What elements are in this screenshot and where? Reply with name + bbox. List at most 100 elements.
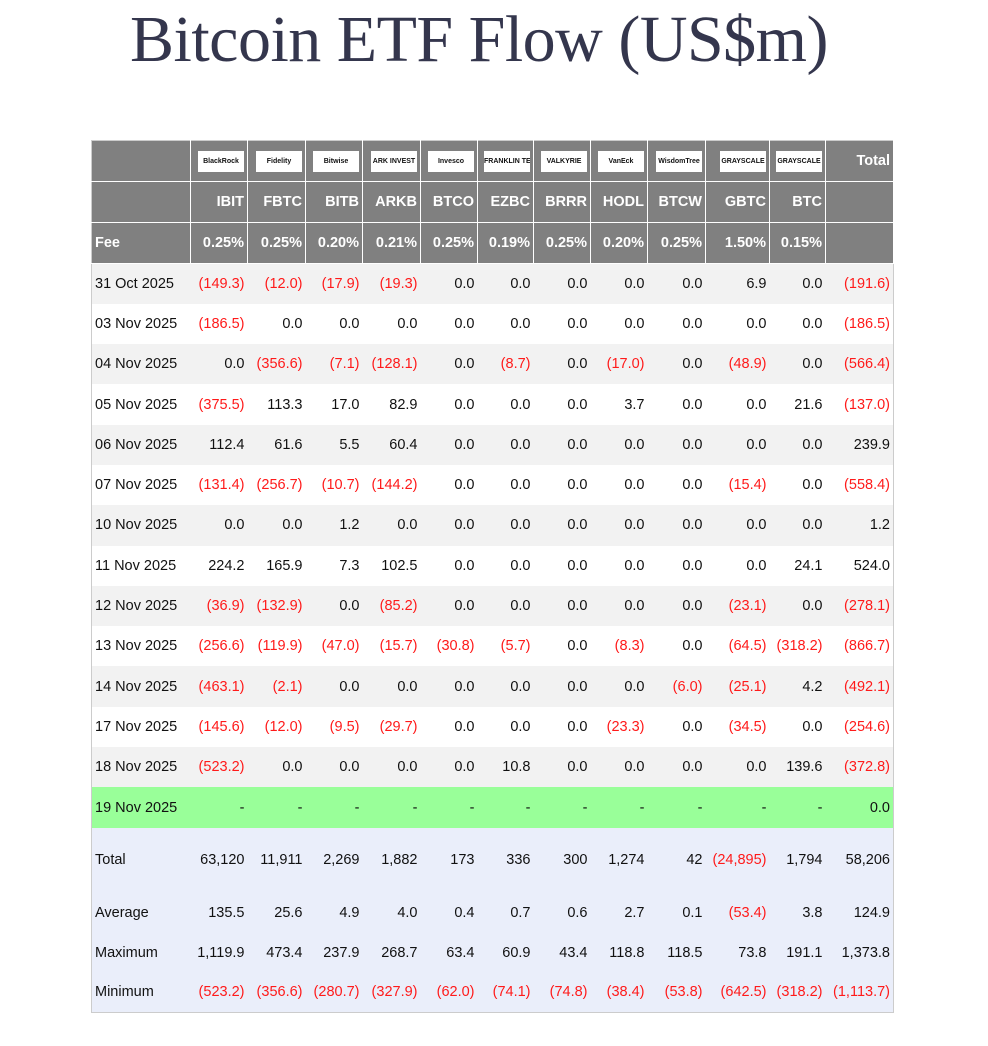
row-total-cell: (278.1) <box>844 598 890 615</box>
summary-cell: (74.8) <box>549 984 588 1001</box>
flow-cell: 0.0 <box>339 598 360 615</box>
flow-cell: 5.5 <box>339 436 360 453</box>
flow-cell: (15.4) <box>728 477 767 494</box>
flow-cell: (132.9) <box>256 598 303 615</box>
flow-cell: 0.0 <box>746 517 767 534</box>
empty-header <box>91 140 191 182</box>
flow-cell: 0.0 <box>567 396 588 413</box>
flow-cell: 0.0 <box>339 315 360 332</box>
flow-cell: 0.0 <box>802 436 823 453</box>
flow-cell: 0.0 <box>510 315 531 332</box>
flow-cell: - <box>297 799 303 816</box>
etf-flow-table: BlackRock Fidelity Bitwise ARK INVEST Invesc… <box>91 140 894 1014</box>
flow-cell: 21.6 <box>794 396 823 413</box>
summary-cell: (327.9) <box>371 984 418 1001</box>
fund-logo: BlackRock <box>198 150 244 172</box>
flow-cell: 0.0 <box>682 315 703 332</box>
fund-logo: FRANKLIN TEMPLETON <box>484 150 530 172</box>
logo-cell: WisdomTree <box>647 140 706 182</box>
flow-cell: 0.0 <box>510 477 531 494</box>
row-total-cell: (492.1) <box>844 678 890 695</box>
flow-cell: 0.0 <box>454 315 475 332</box>
logo-cell: ARK INVEST <box>362 140 421 182</box>
flow-cell: 82.9 <box>389 396 418 413</box>
flow-cell: 0.0 <box>510 396 531 413</box>
summary-cell: 473.4 <box>266 944 303 961</box>
summary-cell: (356.6) <box>256 984 303 1001</box>
flow-cell: 0.0 <box>454 718 475 735</box>
logo-cell: Fidelity <box>247 140 306 182</box>
fee-label: Fee <box>91 222 191 264</box>
today-row: 19 Nov 2025 - - - - - - - - - - - 0.0 <box>91 787 894 828</box>
flow-cell: 0.0 <box>802 356 823 373</box>
summary-cell: 336 <box>506 852 531 869</box>
flow-cell: 0.0 <box>454 557 475 574</box>
flow-cell: 0.0 <box>746 759 767 776</box>
flow-cell: 0.0 <box>567 557 588 574</box>
flow-cell: 0.0 <box>624 275 645 292</box>
flow-cell: (186.5) <box>198 315 245 332</box>
flow-cell: (256.7) <box>256 477 303 494</box>
fund-logo: GRAYSCALE <box>720 150 766 172</box>
summary-row-average: Average 135.5 25.6 4.9 4.0 0.4 0.7 0.6 2.7 0.1 (53… <box>91 892 894 933</box>
summary-cell: 268.7 <box>381 944 418 961</box>
summary-cell: 1,882 <box>381 852 418 869</box>
logo-cell: Bitwise <box>305 140 363 182</box>
flow-cell: 0.0 <box>682 275 703 292</box>
empty-header <box>91 181 191 223</box>
flow-cell: 0.0 <box>802 598 823 615</box>
summary-cell: (74.1) <box>492 984 531 1001</box>
table-row: 07 Nov 2025 (131.4) (256.7) (10.7) (144.2) 0.… <box>91 464 894 506</box>
flow-cell: 60.4 <box>389 436 418 453</box>
summary-row-total: Total 63,120 11,911 2,269 1,882 173 336 300 1,27… <box>91 827 894 893</box>
flow-cell: 0.0 <box>802 517 823 534</box>
summary-cell: 118.5 <box>667 944 703 961</box>
flow-cell: (29.7) <box>379 718 418 735</box>
summary-cell: 0.1 <box>682 904 703 921</box>
ticker-header: IBIT <box>190 181 248 223</box>
summary-cell: (53.4) <box>728 904 767 921</box>
flow-cell: 0.0 <box>397 517 418 534</box>
total-header: Total <box>825 140 894 182</box>
flow-cell: 0.0 <box>454 598 475 615</box>
flow-cell: 0.0 <box>397 315 418 332</box>
table-row: 04 Nov 2025 0.0 (356.6) (7.1) (128.1) 0.0 (8.7… <box>91 344 894 385</box>
row-total-cell: (137.0) <box>844 396 890 413</box>
flow-cell: (12.0) <box>264 718 303 735</box>
flow-cell: (25.1) <box>728 678 767 695</box>
flow-cell: 24.1 <box>794 557 823 574</box>
summary-cell: (38.4) <box>606 984 645 1001</box>
flow-cell: - <box>817 799 823 816</box>
logo-cell: Invesco <box>420 140 478 182</box>
fee-cell: 0.21% <box>362 222 421 264</box>
flow-cell: 0.0 <box>567 759 588 776</box>
summary-cell: (318.2) <box>776 984 823 1001</box>
flow-cell: 0.0 <box>624 517 645 534</box>
flow-cell: 0.0 <box>682 557 703 574</box>
row-total-cell: (372.8) <box>844 759 890 776</box>
date-cell: 11 Nov 2025 <box>95 557 177 574</box>
fee-cell: 0.25% <box>533 222 591 264</box>
fund-logo: ARK INVEST <box>371 150 417 172</box>
table-row: 05 Nov 2025 (375.5) 113.3 17.0 82.9 0.0 0.0 0.0… <box>91 384 894 425</box>
flow-cell: (375.5) <box>198 396 245 413</box>
ticker-header: HODL <box>590 181 648 223</box>
row-total-cell: (558.4) <box>844 477 890 494</box>
flow-cell: - <box>582 799 588 816</box>
table-row: 03 Nov 2025 (186.5) 0.0 0.0 0.0 0.0 0.0 0.0 0.0 0… <box>91 303 894 345</box>
flow-cell: 0.0 <box>567 718 588 735</box>
summary-cell: 60.9 <box>502 944 531 961</box>
flow-cell: 3.7 <box>624 396 645 413</box>
flow-cell: 224.2 <box>208 557 245 574</box>
table-row: 10 Nov 2025 0.0 0.0 1.2 0.0 0.0 0.0 0.0 0.0 0.0 0.… <box>91 505 894 546</box>
summary-cell: 0.6 <box>567 904 588 921</box>
ticker-header: BTCO <box>420 181 478 223</box>
ticker-header: BRRR <box>533 181 591 223</box>
summary-cell: 4.0 <box>397 904 418 921</box>
flow-cell: 0.0 <box>339 678 360 695</box>
flow-cell: 0.0 <box>624 315 645 332</box>
fund-logo: Bitwise <box>313 150 359 172</box>
flow-cell: 102.5 <box>381 557 418 574</box>
flow-cell: - <box>697 799 703 816</box>
flow-cell: 0.0 <box>567 678 588 695</box>
